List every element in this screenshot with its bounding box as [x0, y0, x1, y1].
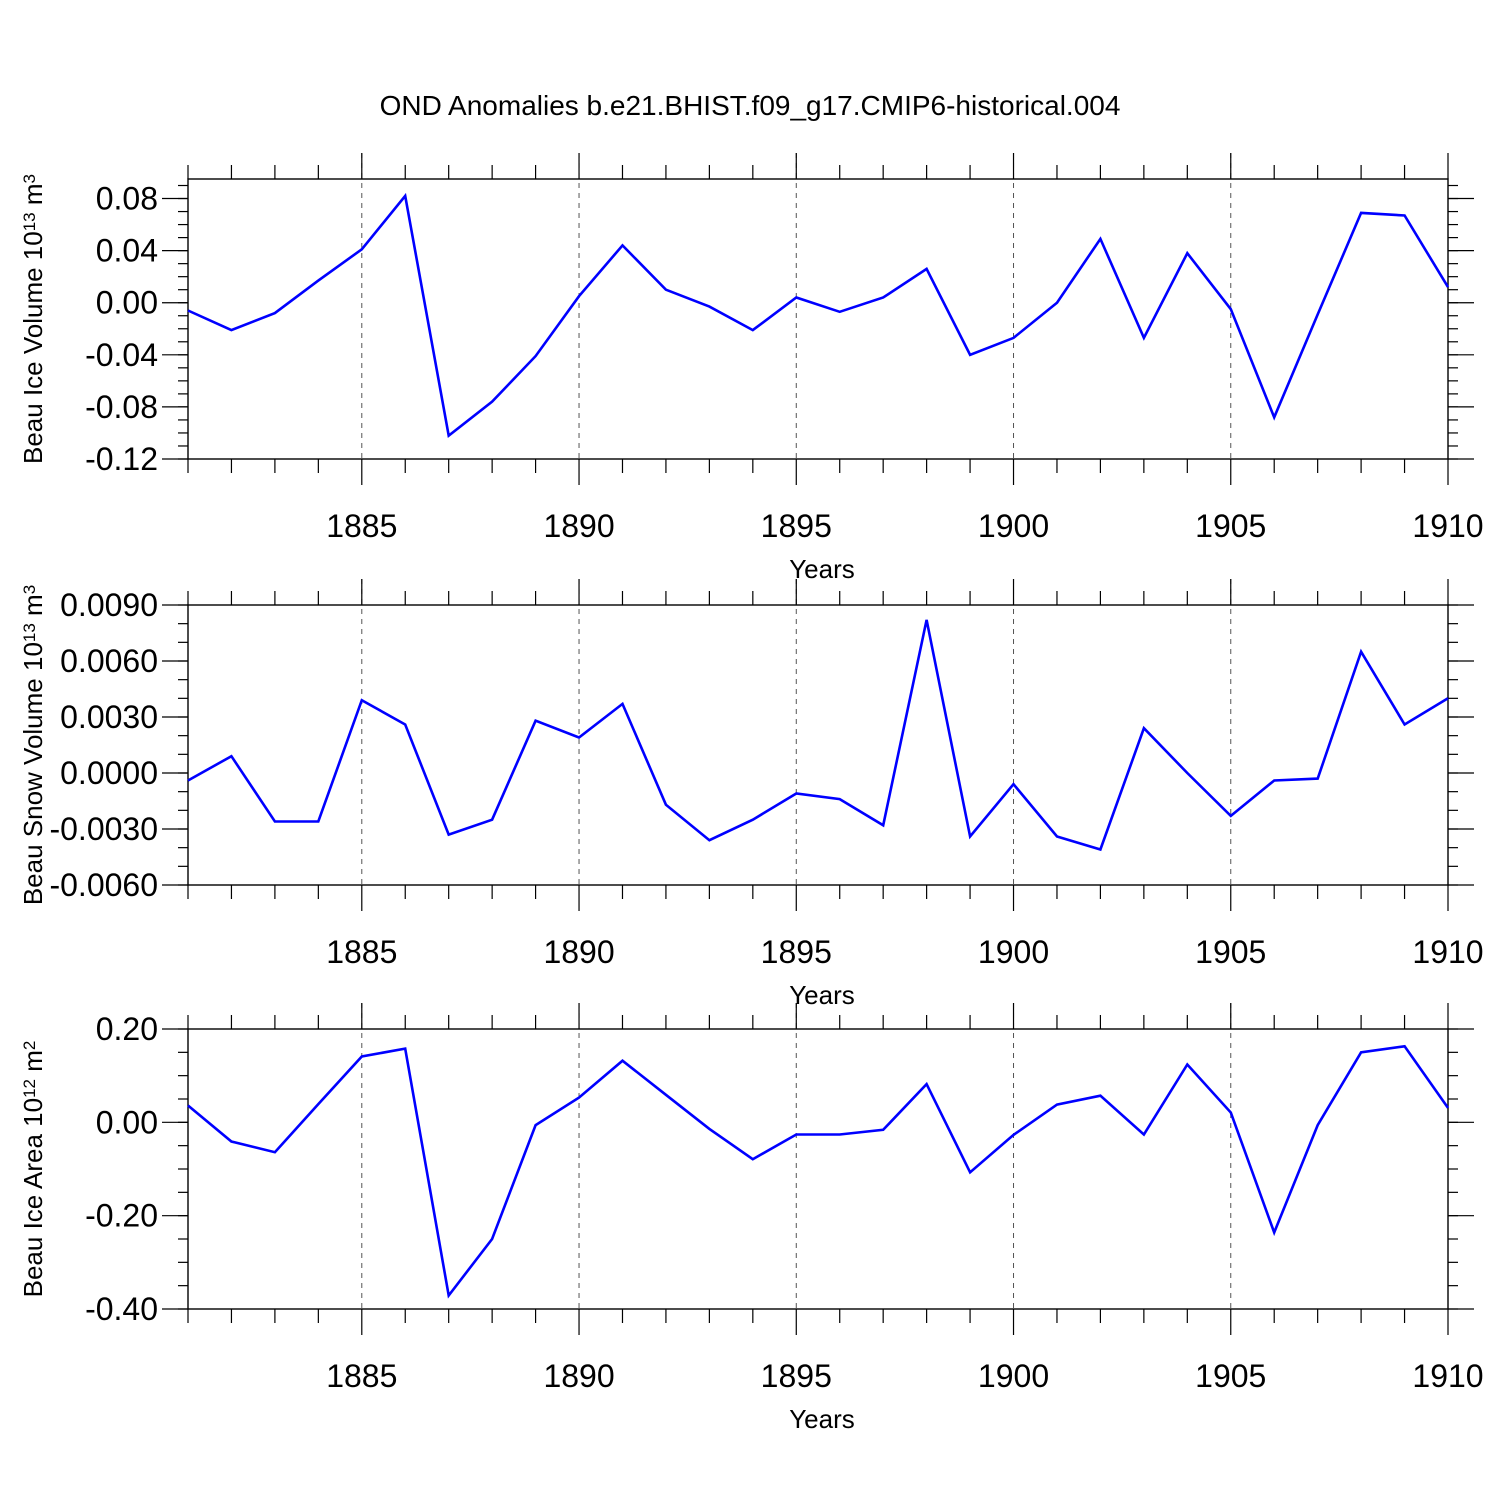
x-tick-label: 1890	[543, 508, 614, 544]
y-axis-label-superscript: 12	[20, 1079, 39, 1098]
panel-3: 0.20 0.00 -0.20 -0.40 1885 1890 1895 1900 1905 19…	[18, 1003, 1484, 1434]
x-tick-label: 1905	[1195, 934, 1266, 970]
x-tick-label: 1900	[978, 934, 1049, 970]
y-tick-label: 0.08	[96, 181, 158, 217]
y-axis-label-part: m	[18, 1050, 48, 1079]
plot-frame	[187, 178, 1449, 460]
x-tick-label: 1885	[326, 934, 397, 970]
x-tick-label: 1895	[761, 934, 832, 970]
x-tick-label: 1885	[326, 1358, 397, 1394]
y-tick-label: -0.08	[85, 389, 158, 425]
y-axis-label-part: Beau Ice Volume 10	[18, 231, 48, 464]
plot-frame	[187, 1028, 1449, 1310]
x-tick-label: 1890	[543, 934, 614, 970]
y-tick-label: 0.0090	[60, 587, 158, 623]
y-tick-label: 0.0060	[60, 643, 158, 679]
y-axis-label-superscript: 3	[20, 174, 39, 183]
y-axis-label-superscript: 13	[20, 623, 39, 642]
x-tick-label: 1905	[1195, 1358, 1266, 1394]
y-axis-label-superscript: 3	[20, 585, 39, 594]
y-tick-label: -0.12	[85, 441, 158, 477]
y-tick-label: 0.0030	[60, 699, 158, 735]
y-axis-label-superscript: 2	[20, 1041, 39, 1050]
x-axis-label: Years	[789, 980, 855, 1010]
y-tick-label: 0.00	[96, 285, 158, 321]
y-axis-label-part: m	[18, 594, 48, 623]
x-tick-label: 1905	[1195, 508, 1266, 544]
series-line	[187, 619, 1449, 852]
y-tick-label: 0.00	[96, 1104, 158, 1140]
y-axis-label-superscript: 13	[20, 212, 39, 231]
y-tick-label: -0.20	[85, 1198, 158, 1234]
x-tick-label: 1895	[761, 508, 832, 544]
x-tick-label: 1900	[978, 1358, 1049, 1394]
figure-title: OND Anomalies b.e21.BHIST.f09_g17.CMIP6-…	[380, 90, 1121, 121]
series-line	[187, 192, 1450, 438]
y-axis-label-part: m	[18, 183, 48, 212]
series-line	[187, 1044, 1450, 1299]
panel-1: 0.08 0.04 0.00 -0.04 -0.08 -0.12 1885 1890 1895 1…	[18, 153, 1484, 584]
x-tick-label: 1910	[1412, 934, 1483, 970]
x-tick-label: 1890	[543, 1358, 614, 1394]
y-axis-label: Beau Ice Volume 1013 m3	[18, 174, 48, 464]
y-axis-label: Beau Snow Volume 1013 m3	[18, 585, 48, 905]
x-axis-label: Years	[789, 1404, 855, 1434]
x-axis-label: Years	[789, 554, 855, 584]
y-tick-label: 0.20	[96, 1011, 158, 1047]
plot-frame	[187, 604, 1449, 886]
y-axis-label-part: Beau Snow Volume 10	[18, 642, 48, 905]
y-tick-label: 0.0000	[60, 755, 158, 791]
y-tick-label: 0.04	[96, 233, 158, 269]
panel-2: 0.0090 0.0060 0.0030 0.0000 -0.0030 -0.0060 18…	[18, 579, 1484, 1010]
x-tick-label: 1895	[761, 1358, 832, 1394]
y-tick-label: -0.0060	[49, 867, 158, 903]
x-tick-label: 1900	[978, 508, 1049, 544]
y-tick-label: -0.40	[85, 1291, 158, 1327]
x-tick-label: 1910	[1412, 1358, 1483, 1394]
x-tick-label: 1885	[326, 508, 397, 544]
y-tick-label: -0.04	[85, 337, 158, 373]
x-tick-label: 1910	[1412, 508, 1483, 544]
y-axis-label: Beau Ice Area 1012 m2	[18, 1041, 48, 1298]
y-axis-label-part: Beau Ice Area 10	[18, 1098, 48, 1297]
y-tick-label: -0.0030	[49, 811, 158, 847]
